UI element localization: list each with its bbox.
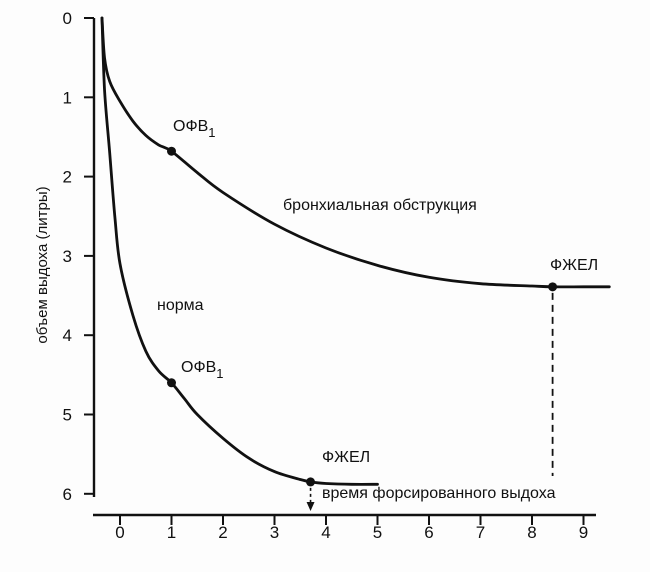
y-tick-label: 1	[63, 88, 72, 107]
series-label-obstruction: бронхиальная обструкция	[283, 197, 477, 214]
fev1-point	[167, 378, 176, 388]
x-tick-label: 5	[373, 523, 382, 542]
annotation-labels: ОФВ1 ОФВ1 ФЖЕЛ ФЖЕЛ норма бронхиальная обстру…	[157, 118, 598, 466]
ticks: 0 1 2 3 4 5 6 0 1 2 3 4 5 6 7 8 9	[63, 9, 589, 542]
fvc-label-obstruction: ФЖЕЛ	[550, 257, 598, 274]
fev1-label-obstruction: ОФВ1	[173, 118, 216, 140]
series-label-normal: норма	[157, 297, 204, 314]
fev1-point	[167, 146, 176, 156]
x-tick-label: 4	[321, 523, 330, 542]
fvc-point	[548, 282, 558, 292]
x-tick-label: 3	[270, 523, 279, 542]
x-tick-label: 7	[476, 523, 485, 542]
axes	[92, 18, 596, 517]
y-tick-label: 5	[63, 406, 72, 425]
fev1-label-normal: ОФВ1	[181, 359, 224, 381]
x-tick-label: 8	[527, 523, 536, 542]
x-tick-label: 0	[115, 523, 124, 542]
x-axis-label: время форсированного выдоха	[322, 485, 556, 502]
curves	[100, 16, 611, 486]
y-tick-label: 3	[63, 247, 72, 266]
obstruction-curve	[100, 16, 611, 289]
x-tick-label: 2	[218, 523, 227, 542]
y-tick-label: 4	[63, 326, 72, 345]
x-tick-label: 9	[579, 523, 588, 542]
y-tick-label: 2	[63, 168, 72, 187]
fvc-label-normal: ФЖЕЛ	[322, 449, 370, 466]
x-tick-label: 1	[167, 523, 176, 542]
fvc-point	[306, 477, 316, 487]
y-tick-label: 6	[63, 485, 72, 504]
point-markers	[167, 146, 558, 511]
y-axis-label: объем выдоха (литры)	[34, 186, 51, 343]
fvc-normal-arrowhead	[306, 502, 315, 511]
x-tick-label: 6	[424, 523, 433, 542]
y-tick-label: 0	[63, 9, 72, 28]
